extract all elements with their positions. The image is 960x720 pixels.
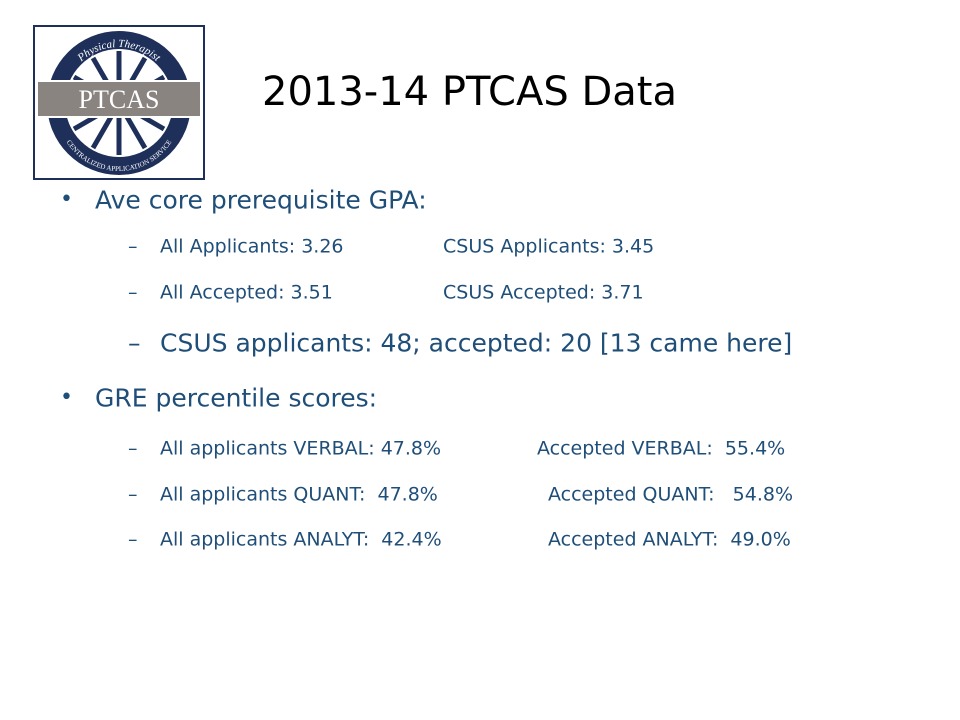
- dash: –: [128, 483, 138, 506]
- bullet-text: GRE percentile scores:: [95, 383, 378, 413]
- item-right: CSUS Accepted: 3.71: [443, 281, 644, 304]
- item-left: All applicants ANALYT: 42.4%: [160, 528, 442, 551]
- dash: –: [128, 437, 138, 460]
- dash: –: [128, 281, 138, 304]
- bullet-text: Ave core prerequisite GPA:: [95, 185, 427, 215]
- logo-band: [36, 80, 202, 118]
- item-left: All applicants QUANT: 47.8%: [160, 483, 438, 506]
- item-left: All Accepted: 3.51: [160, 281, 333, 304]
- dash: –: [128, 235, 138, 258]
- ptcas-logo: PTCAS Physical Therapist CENTRALIZED APP…: [33, 25, 205, 180]
- item-right: CSUS Applicants: 3.45: [443, 235, 655, 258]
- logo-center-text: PTCAS: [79, 85, 160, 114]
- item-left: All applicants VERBAL: 47.8%: [160, 437, 442, 460]
- slide-title: 2013-14 PTCAS Data: [262, 69, 677, 115]
- item-right: Accepted ANALYT: 49.0%: [548, 528, 791, 551]
- item-text: CSUS applicants: 48; accepted: 20 [13 ca…: [160, 328, 793, 358]
- item-right: Accepted VERBAL: 55.4%: [537, 437, 786, 460]
- bullet: •: [60, 385, 73, 410]
- item-right: Accepted QUANT: 54.8%: [548, 483, 794, 506]
- bullet: •: [60, 187, 73, 212]
- dash: –: [128, 528, 138, 551]
- item-left: All Applicants: 3.26: [160, 235, 344, 258]
- dash: –: [128, 328, 141, 358]
